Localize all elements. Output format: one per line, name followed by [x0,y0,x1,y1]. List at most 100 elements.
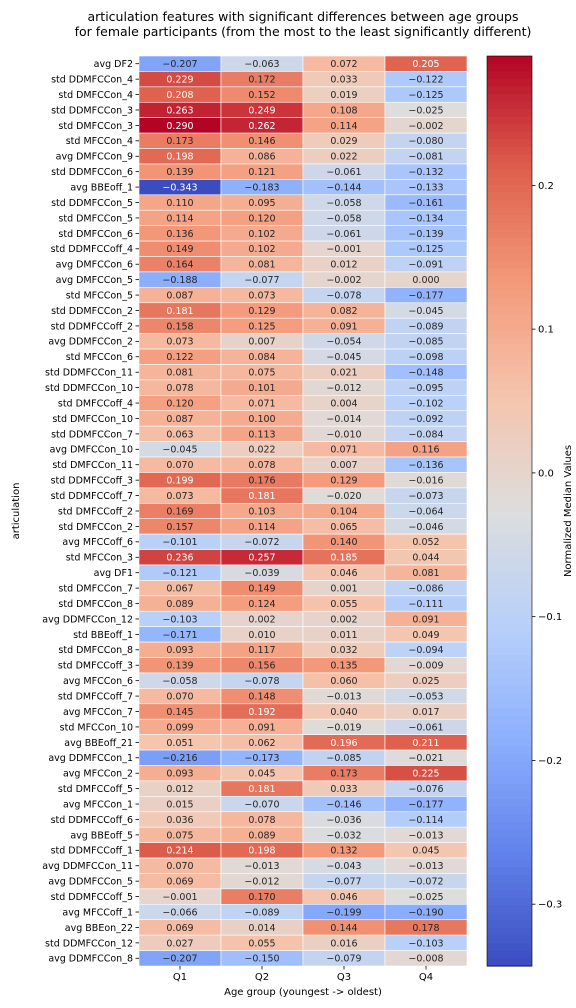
cell-value-label: 0.046 [330,568,357,579]
cell-value-label: 0.069 [166,923,193,934]
cell-value-label: 0.262 [248,121,275,132]
cell-value-label: −0.148 [408,368,443,379]
colorbar-segment [487,321,532,330]
cell-value-label: −0.111 [408,599,443,610]
y-tick-label: avg DMFCCon_9 [56,152,133,163]
chart-title-line: articulation features with significant d… [88,9,519,24]
colorbar-segment [487,609,532,618]
colorbar-segment [487,768,532,778]
cell-value-label: −0.058 [162,676,197,687]
cell-value-label: 0.033 [330,75,357,86]
y-tick-label: std DMFCCon_4 [58,90,133,101]
colorbar-segment [487,784,532,793]
y-tick-label: std DDMFCCoff_6 [51,815,133,826]
y-tick-label: std MFCCon_5 [66,290,133,301]
cell-value-label: 0.011 [330,630,357,641]
cell-value-label: −0.002 [326,275,361,286]
cell-value-label: 0.087 [166,414,193,425]
cell-value-label: −0.084 [408,429,443,440]
colorbar-segment [487,389,532,398]
cell-value-label: 0.015 [166,799,193,810]
cell-value-label: −0.019 [326,722,361,733]
colorbar-segment [487,169,532,178]
colorbar-segment [487,101,532,110]
cell-value-label: 0.089 [166,599,193,610]
cell-value-label: −0.089 [244,907,279,918]
cell-value-label: 0.025 [412,676,439,687]
y-tick-label: avg DMFCCon_10 [50,445,133,456]
colorbar-label: Normalized Median Values [563,445,574,577]
cell-value-label: 0.014 [248,923,275,934]
cell-value-label: −0.207 [162,59,197,70]
cell-value-label: −0.014 [326,414,361,425]
colorbar-segment [487,109,532,118]
cell-value-label: −0.010 [326,429,361,440]
cell-value-label: 0.102 [248,229,275,240]
cell-value-label: −0.078 [244,676,279,687]
cell-value-label: −0.063 [244,59,279,70]
cell-value-label: 0.196 [330,738,357,749]
colorbar-segment [487,222,532,232]
colorbar-segment [487,147,532,156]
cell-value-label: −0.183 [244,183,279,194]
cell-value-label: −0.072 [408,877,443,888]
cell-value-label: 0.132 [330,846,357,857]
colorbar-segment [487,753,532,762]
x-tick-label: Q2 [255,972,269,983]
cell-value-label: 0.121 [248,167,275,178]
colorbar-segment [487,473,532,482]
cell-value-label: −0.013 [408,830,443,841]
cell-value-label: 0.198 [248,846,275,857]
cell-value-label: −0.081 [408,152,443,163]
colorbar-segment [487,275,532,285]
x-axis-label: Age group (youngest -> oldest) [224,987,382,998]
cell-value-label: 0.117 [248,645,275,656]
colorbar-segment [487,442,532,451]
colorbar-segment [487,435,532,444]
cell-value-label: 0.017 [412,707,439,718]
cell-value-label: 0.114 [330,121,357,132]
chart-title: articulation features with significant d… [75,9,532,39]
cell-value-label: 0.045 [412,846,439,857]
colorbar-segment [487,586,532,596]
cell-value-label: −0.101 [162,537,197,548]
cell-value-label: 0.099 [166,722,193,733]
cell-value-label: 0.257 [248,553,275,564]
cell-value-label: −0.053 [408,691,443,702]
y-tick-label: std DMFCCoff_5 [58,784,133,795]
colorbar: −0.3 −0.2 −0.1 0.0 0.1 0.2 [486,55,562,967]
cell-value-label: 0.146 [248,136,275,147]
cell-value-label: 0.000 [412,275,439,286]
colorbar-segment [487,245,532,254]
cell-value-label: 0.236 [166,553,193,564]
colorbar-segment [487,404,532,414]
cell-value-label: 0.263 [166,105,193,116]
cell-value-label: −0.036 [326,815,361,826]
colorbar-tick-label: −0.1 [538,612,562,623]
cell-value-label: −0.021 [408,753,443,764]
colorbar-segment [487,154,532,163]
cell-value-label: −0.146 [326,799,361,810]
cell-value-label: −0.020 [326,491,361,502]
colorbar-segment [487,912,532,922]
x-tick-label: Q1 [173,972,187,983]
colorbar-segment [487,837,532,846]
colorbar-segment [487,78,532,87]
cell-value-label: 0.149 [248,584,275,595]
cell-value-label: −0.073 [408,491,443,502]
cell-value-label: 0.136 [166,229,193,240]
colorbar-segment [487,693,532,702]
cell-value-label: −0.013 [244,861,279,872]
y-tick-label: std BBEoff_1 [73,630,133,641]
colorbar-segment [487,238,532,247]
cell-value-label: 0.082 [330,306,357,317]
cell-value-label: 0.021 [330,368,357,379]
colorbar-segment [487,184,532,194]
cell-value-label: 0.157 [166,522,193,533]
cell-value-label: −0.045 [408,306,443,317]
colorbar-segment [487,366,532,376]
cell-value-label: 0.032 [330,645,357,656]
colorbar-segment [487,556,532,565]
colorbar-segment [487,950,532,960]
cell-value-label: −0.125 [408,244,443,255]
